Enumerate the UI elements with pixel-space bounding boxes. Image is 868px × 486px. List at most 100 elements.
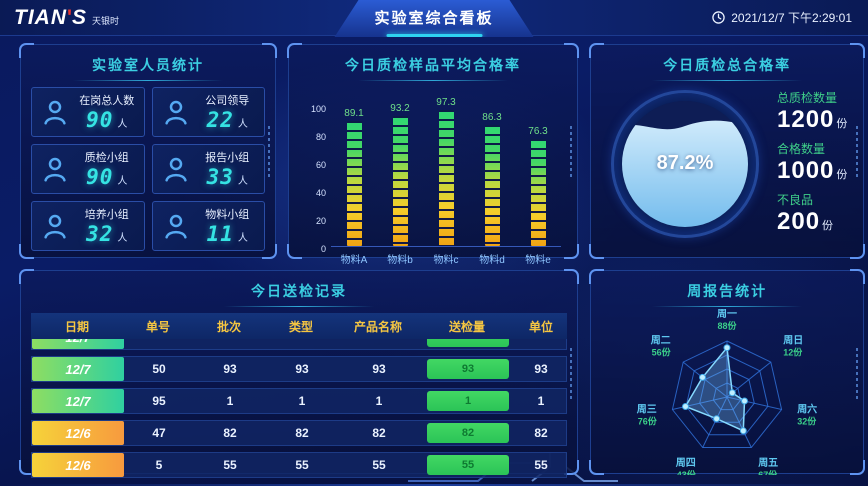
personnel-card-body: 物料小组 11 人: [199, 206, 257, 246]
bar: [484, 125, 500, 246]
personnel-card-value: 11: [206, 222, 234, 246]
panel-grid: 实验室人员统计 在岗总人数 90 人 公司领导 22 人: [19, 43, 866, 478]
corner-decoration: [589, 244, 604, 259]
radar-data-point: [739, 427, 747, 435]
table-row: 12/7 50 93 93 93 93 93: [31, 356, 567, 382]
bar: [530, 139, 546, 246]
panel-weekly-title: 周报告统计: [601, 277, 853, 307]
table-cell-date: 12/7: [32, 357, 124, 381]
radar-data-point: [682, 403, 690, 410]
bar-area: 86.3: [469, 91, 515, 247]
corner-decoration: [589, 460, 604, 475]
bar-value-label: 86.3: [482, 112, 502, 124]
corner-decoration: [287, 43, 302, 58]
panel-total-rate-title: 今日质检总合格率: [601, 51, 853, 81]
gauge-stat-unit: 份: [822, 220, 834, 232]
personnel-cards: 在岗总人数 90 人 公司领导 22 人 质检小组 90: [31, 87, 265, 251]
radar-axis-value: 76份: [638, 416, 658, 427]
table-cell: 1: [298, 394, 306, 408]
bar-value-label: 97.3: [436, 96, 456, 108]
radar-axis-value: 12份: [783, 346, 803, 357]
corner-decoration: [850, 43, 866, 58]
corner-decoration: [19, 460, 34, 475]
radar-axis-label: 周一: [717, 309, 737, 320]
bar: [438, 109, 454, 246]
table-cell: 93: [295, 362, 309, 376]
bar-column: 86.3 物料d: [469, 91, 515, 266]
table-cell-quantity-pill: 1: [427, 391, 509, 411]
panel-inspection-title: 今日送检记录: [31, 277, 567, 307]
table-column-header: 产品名称: [353, 319, 402, 334]
radar-axis-value: 43份: [677, 469, 697, 475]
gauge-stat-unit: 份: [836, 169, 848, 181]
gauge-stat-label: 总质检数量: [777, 91, 838, 105]
radar-axis-label: 周二: [651, 334, 671, 346]
bar-value-label: 76.3: [528, 126, 548, 138]
radar-spoke: [726, 396, 752, 448]
personnel-card-label: 培养小组: [84, 209, 129, 221]
radar-data-point: [699, 373, 707, 381]
corner-decoration: [564, 244, 579, 259]
gauge-stat-label: 合格数量: [777, 142, 826, 156]
radar-data-point: [728, 389, 736, 397]
bar-column: 93.2 物料b: [377, 91, 423, 266]
personnel-card-label: 公司领导: [205, 95, 250, 107]
bar-x-label: 物料d: [479, 255, 505, 266]
radar-axis-label: 周日: [783, 334, 803, 346]
personnel-card-unit: 人: [117, 176, 128, 187]
personnel-card-unit: 人: [237, 176, 248, 187]
personnel-card-number-row: 90 人: [86, 108, 127, 132]
clock-icon: [712, 11, 725, 24]
radar-ring: [672, 340, 783, 448]
liquid-gauge: 87.2%: [611, 89, 759, 238]
personnel-card: 培养小组 32 人: [31, 201, 145, 251]
table-cell: 82: [295, 426, 309, 440]
bar-x-label: 物料c: [433, 255, 459, 266]
corner-decoration: [19, 43, 34, 58]
table-cell: 95: [152, 394, 166, 408]
table-header: 日期 单号 批次 类型 产品名称 送检量 单位: [31, 313, 567, 339]
corner-decoration: [850, 269, 866, 284]
table-cell: 50: [152, 362, 166, 376]
bar-area: 76.3: [515, 91, 561, 247]
corner-decoration: [287, 244, 302, 259]
bar-area: 93.2: [377, 91, 423, 247]
radar-axis-value: 88份: [718, 320, 738, 331]
bar-x-label: 物料A: [340, 255, 368, 266]
radar-data-point: [741, 397, 749, 405]
bar-column: 76.3 物料e: [515, 91, 561, 266]
personnel-card-number-row: 33 人: [207, 165, 248, 189]
corner-decoration: [850, 244, 866, 259]
logo-subtext: 天银时: [92, 15, 120, 26]
table-column-header: 批次: [216, 319, 241, 334]
corner-decoration: [564, 269, 579, 284]
table-cell-date: 12/6: [32, 421, 124, 445]
table-cell: 93: [372, 362, 386, 376]
personnel-card-unit: 人: [237, 119, 248, 130]
table-cell: 82: [534, 426, 548, 440]
radar-data-point: [723, 344, 731, 352]
radar-ring: [713, 382, 742, 411]
corner-decoration: [589, 269, 604, 284]
personnel-card-number-row: 22 人: [207, 108, 248, 132]
gauge-area: 87.2% 总质检数量 1200 份 合格数量 1000 份 不良品 200 份: [601, 81, 853, 238]
gauge-percentage: 87.2%: [656, 152, 714, 174]
person-icon: [164, 157, 187, 182]
table-cell: 82: [223, 426, 237, 440]
personnel-card-unit: 人: [117, 233, 128, 244]
datetime-text: 2021/12/7 下午2:29:01: [731, 11, 852, 25]
table-cell-date: 12/7: [32, 389, 124, 413]
panel-inspection: 今日送检记录 日期 单号 批次 类型 产品名称 送检量 单位 12/7 12/7 50 93…: [19, 269, 579, 478]
table-row: 12/6 5 55 55 55 55 55: [31, 452, 567, 478]
corner-decoration: [564, 460, 579, 475]
panel-personnel-title: 实验室人员统计: [31, 51, 265, 81]
radar-axis-label: 周四: [676, 457, 696, 469]
personnel-card-number-row: 90 人: [86, 165, 127, 189]
table-column-header: 送检量: [448, 319, 485, 334]
radar-ring: [685, 354, 769, 436]
corner-decoration: [262, 43, 277, 58]
personnel-card-unit: 人: [237, 233, 248, 244]
table-column-header: 类型: [288, 319, 313, 334]
